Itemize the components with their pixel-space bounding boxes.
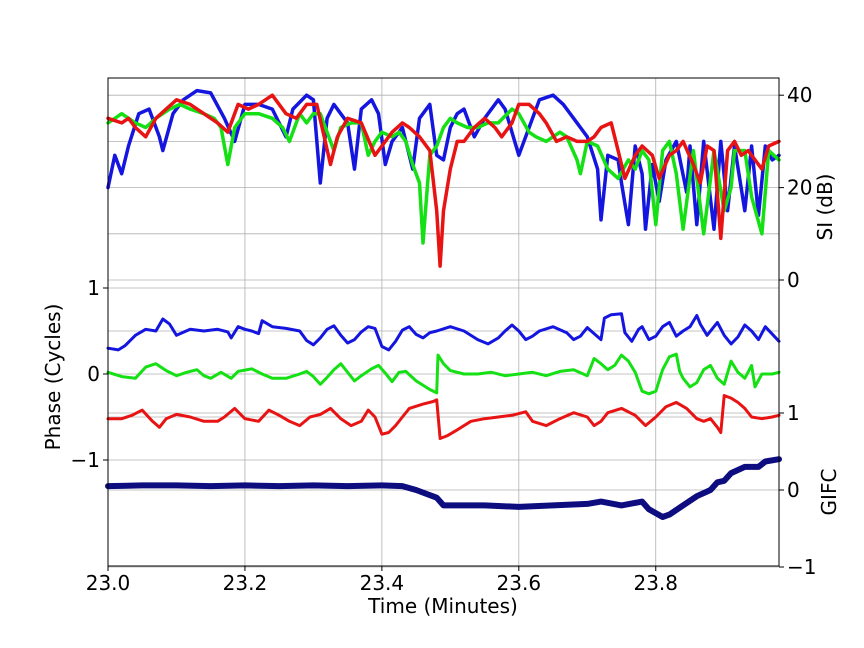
phase-tick-label: 1 [87,276,100,300]
phase-tick-label: 0 [87,362,100,386]
gifc-series [105,456,782,520]
si-tick-label: 20 [787,176,812,200]
si-tick-label: 40 [787,83,812,107]
phase-series-blue [106,312,781,352]
axis-ticks: 23.0 23.2 23.4 23.6 23.8 0 20 40 1 0 −1 1 0 −1 [71,83,817,595]
si-tick-label: 0 [787,268,800,292]
si-series-red [106,93,781,268]
x-tick-label: 23.2 [223,571,268,595]
gifc-tick-label: 1 [787,401,800,425]
plot-frame [107,77,780,567]
x-tick-label: 23.0 [86,571,131,595]
phase-series-red [106,394,781,440]
x-tick-label: 23.6 [497,571,542,595]
data-series [105,88,782,520]
si-series-green [106,102,781,245]
x-axis-label: Time (Minutes) [367,594,518,618]
gifc-tick-label: 0 [787,478,800,502]
x-tick-label: 23.4 [360,571,405,595]
phase-axis-label: Phase (Cycles) [41,304,65,451]
phase-tick-label: −1 [71,448,100,472]
gifc-axis-label: GIFC [817,469,841,516]
x-tick-label: 23.8 [633,571,678,595]
si-axis-label: SI (dB) [813,174,837,241]
gifc-tick-label: −1 [787,555,816,579]
phase-series-green [106,352,781,396]
